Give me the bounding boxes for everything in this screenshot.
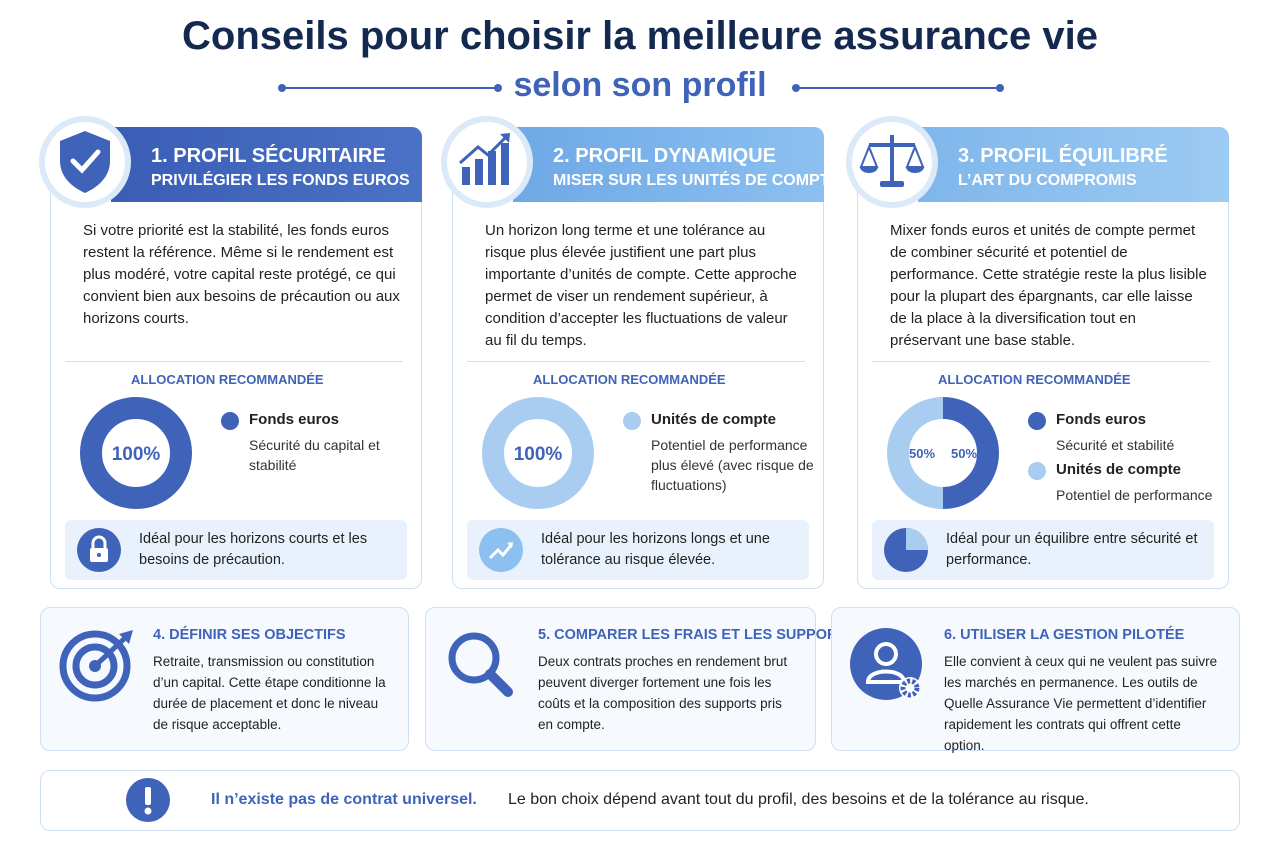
profile-subtitle: L’ART DU COMPROMIS (958, 172, 1137, 189)
legend-name: Fonds euros (1056, 411, 1147, 428)
note-box: Idéal pour un équilibre entre sécurité e… (872, 520, 1214, 580)
banner: Il n’existe pas de contrat universel. Le … (40, 770, 1240, 831)
tip-title: 4. DÉFINIR SES OBJECTIFS (153, 627, 346, 643)
note-box: Idéal pour les horizons longs et une tol… (467, 520, 809, 580)
legend-description: Potentiel de performance (1056, 487, 1213, 503)
icon (459, 133, 510, 185)
tip-card: 4. DÉFINIR SES OBJECTIFS Retraite, transm… (40, 607, 409, 751)
profile-header (918, 127, 1229, 202)
tip-card: 5. COMPARER LES FRAIS ET LES SUPPORTS Deu… (425, 607, 856, 751)
divider (872, 361, 1210, 362)
legend-description: Sécurité du capital et stabilité (249, 437, 380, 473)
profile-title: 2. PROFIL DYNAMIQUE (553, 145, 776, 167)
profile-icon (441, 116, 533, 208)
icon (448, 632, 513, 697)
legend-dot (623, 412, 641, 430)
donut-segment (80, 397, 192, 509)
profile-icon (846, 116, 938, 208)
legend-dot (1028, 462, 1046, 480)
page-subtitle: selon son profil (513, 66, 767, 104)
tip-text: Retraite, transmission ou constitution d… (153, 654, 386, 732)
donut-segment (482, 397, 594, 509)
icon (884, 528, 928, 572)
note-text: Idéal pour les horizons longs et une tol… (541, 531, 770, 568)
subtitle-rules (278, 84, 1004, 92)
icon (850, 628, 922, 700)
profile-card: 1. PROFIL SÉCURITAIRE PRIVILÉGIER LES FON… (39, 116, 422, 589)
profile-title: 3. PROFIL ÉQUILIBRÉ (958, 145, 1168, 167)
note-text: Idéal pour un équilibre entre sécurité e… (946, 531, 1198, 568)
legend-dot (1028, 412, 1046, 430)
donut-label: 100% (514, 444, 563, 465)
donut-label: 100% (112, 444, 161, 465)
icon (77, 528, 121, 572)
legend-name: Fonds euros (249, 411, 340, 428)
profile-subtitle: MISER SUR LES UNITÉS DE COMPTE (553, 172, 841, 189)
legend-description: Sécurité et stabilité (1056, 437, 1175, 453)
icon (479, 528, 523, 572)
donut-label: 50% (951, 446, 977, 461)
tip-text: Elle convient à ceux qui ne veulent pas … (944, 654, 1218, 753)
allocation-title: ALLOCATION RECOMMANDÉE (131, 372, 324, 387)
allocation-title: ALLOCATION RECOMMANDÉE (938, 372, 1131, 387)
profile-title: 1. PROFIL SÉCURITAIRE (151, 145, 386, 167)
icon (126, 778, 170, 822)
tip-card: 6. UTILISER LA GESTION PILOTÉE Elle convi… (831, 607, 1240, 753)
profile-header (513, 127, 824, 202)
divider (65, 361, 403, 362)
tip-text: Deux contrats proches en rendement brut … (538, 654, 788, 732)
donut: 100% (482, 397, 594, 509)
note-text: Idéal pour les horizons courts et les be… (139, 531, 368, 568)
profile-subtitle: PRIVILÉGIER LES FONDS EUROS (151, 172, 410, 189)
tip-title: 5. COMPARER LES FRAIS ET LES SUPPORTS (538, 627, 856, 643)
allocation-title: ALLOCATION RECOMMANDÉE (533, 372, 726, 387)
profile-header (111, 127, 422, 202)
legend-name: Unités de compte (651, 411, 777, 428)
tip-title: 6. UTILISER LA GESTION PILOTÉE (944, 627, 1185, 643)
profile-text: Mixer fonds euros et unités de compte pe… (890, 222, 1207, 349)
donut: 50% 50% (887, 397, 999, 509)
profile-icon (39, 116, 131, 208)
divider (467, 361, 805, 362)
banner-emphasis: Il n’existe pas de contrat universel. (211, 791, 477, 808)
icon (60, 131, 110, 193)
legend-dot (221, 412, 239, 430)
donut: 100% (80, 397, 192, 509)
profile-text: Si votre priorité est la stabilité, les … (83, 222, 400, 327)
donut-segment (942, 397, 999, 509)
profile-card: 3. PROFIL ÉQUILIBRÉ L’ART DU COMPROMIS Mix… (846, 116, 1229, 589)
donut-label: 50% (909, 446, 935, 461)
icon (59, 630, 133, 702)
banner-text: Le bon choix dépend avant tout du profil… (508, 791, 1089, 808)
legend-name: Unités de compte (1056, 461, 1182, 478)
page-title: Conseils pour choisir la meilleure assur… (182, 14, 1098, 58)
note-box: Idéal pour les horizons courts et les be… (65, 520, 407, 580)
donut-segment (887, 397, 944, 509)
profile-card: 2. PROFIL DYNAMIQUE MISER SUR LES UNITÉS … (441, 116, 840, 589)
legend-description: Potentiel de performance plus élevé (ave… (651, 437, 814, 493)
icon (859, 135, 925, 187)
profile-text: Un horizon long terme et une tolérance a… (485, 222, 797, 349)
